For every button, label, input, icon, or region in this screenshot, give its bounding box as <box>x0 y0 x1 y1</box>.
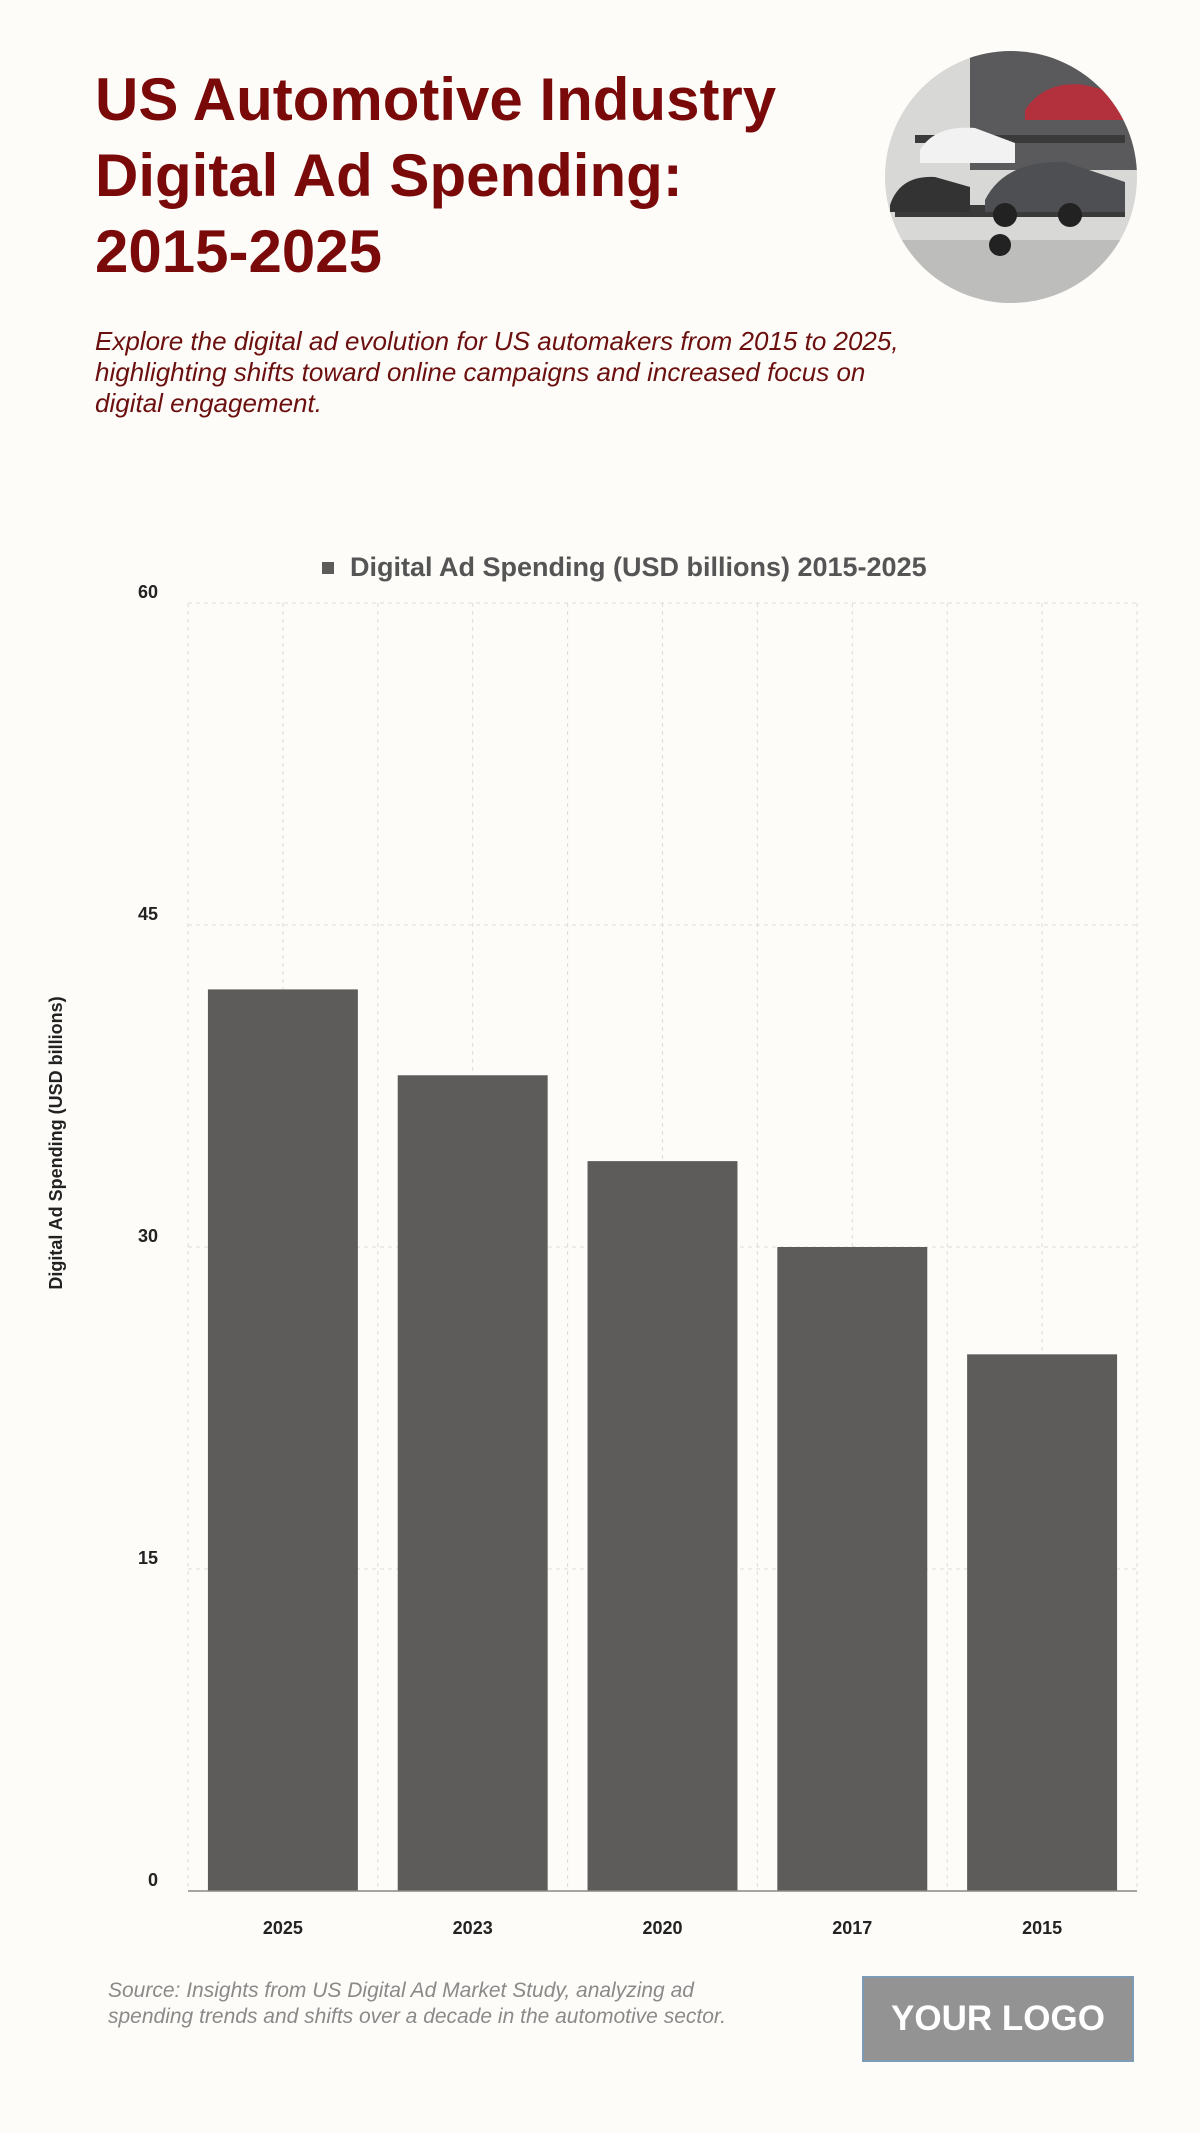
x-tick-label: 2025 <box>263 1918 303 1938</box>
legend-swatch <box>322 562 334 574</box>
logo: YOUR LOGO <box>862 1976 1134 2062</box>
y-tick-label: 15 <box>138 1548 158 1568</box>
header-photo <box>885 51 1137 303</box>
x-tick-label: 2023 <box>453 1918 493 1938</box>
legend-label: Digital Ad Spending (USD billions) 2015-… <box>350 552 927 582</box>
y-tick-label: 45 <box>138 904 158 924</box>
source-note: Source: Insights from US Digital Ad Mark… <box>108 1979 726 2028</box>
bar <box>777 1247 928 1891</box>
bar <box>207 989 358 1891</box>
y-tick-label: 60 <box>138 582 158 602</box>
y-axis-label: Digital Ad Spending (USD billions) <box>46 996 66 1289</box>
y-tick-label: 30 <box>138 1226 158 1246</box>
y-tick-label: 0 <box>148 1870 158 1890</box>
x-tick-label: 2017 <box>832 1918 872 1938</box>
x-tick-label: 2020 <box>642 1918 682 1938</box>
bar <box>397 1075 548 1891</box>
bar <box>967 1354 1118 1891</box>
x-tick-label: 2015 <box>1022 1918 1062 1938</box>
bar <box>587 1161 738 1891</box>
subtitle: Explore the digital ad evolution for US … <box>95 326 899 418</box>
title: US Automotive Industry Digital Ad Spendi… <box>95 66 777 285</box>
